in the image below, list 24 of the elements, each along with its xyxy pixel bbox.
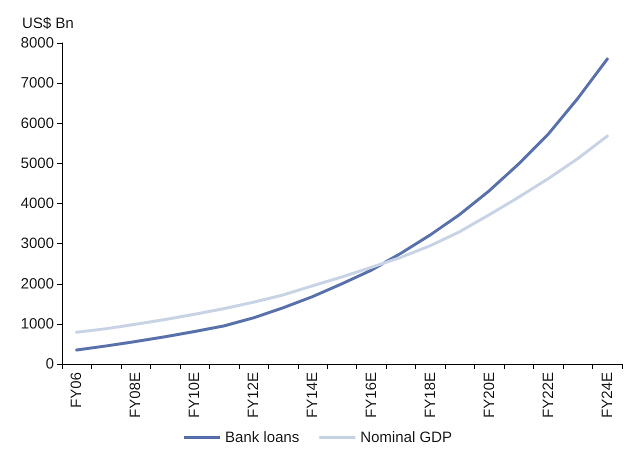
x-tick-label: FY20E bbox=[480, 372, 498, 418]
x-tick-label: FY24E bbox=[598, 372, 616, 418]
y-tick-label: 1000 bbox=[20, 315, 54, 332]
y-axis-title: US$ Bn bbox=[22, 15, 74, 32]
x-tick-label: FY22E bbox=[540, 372, 557, 418]
y-tick-label: 7000 bbox=[20, 74, 54, 92]
y-tick-label: 3000 bbox=[20, 235, 54, 252]
y-tick-label: 5000 bbox=[20, 154, 54, 172]
x-tick-label: FY08E bbox=[127, 372, 144, 418]
y-tick-label: 8000 bbox=[20, 34, 54, 52]
y-tick-label: 2000 bbox=[20, 275, 54, 292]
line-series bbox=[75, 58, 609, 352]
x-tick-label: FY06 bbox=[68, 372, 86, 408]
x-tick-label: FY14E bbox=[304, 372, 322, 418]
y-tick-label: 4000 bbox=[20, 195, 54, 212]
x-tick-label: FY12E bbox=[245, 372, 262, 418]
y-tick-label: 6000 bbox=[20, 114, 54, 132]
x-tick-label: FY18E bbox=[422, 372, 439, 418]
line-series bbox=[75, 134, 609, 334]
x-tick-label: FY16E bbox=[362, 372, 380, 418]
y-tick-label: 0 bbox=[46, 356, 54, 372]
legend-label: Nominal GDP bbox=[360, 429, 452, 446]
x-tick-label: FY10E bbox=[186, 372, 204, 418]
legend-label: Bank loans bbox=[225, 429, 300, 446]
